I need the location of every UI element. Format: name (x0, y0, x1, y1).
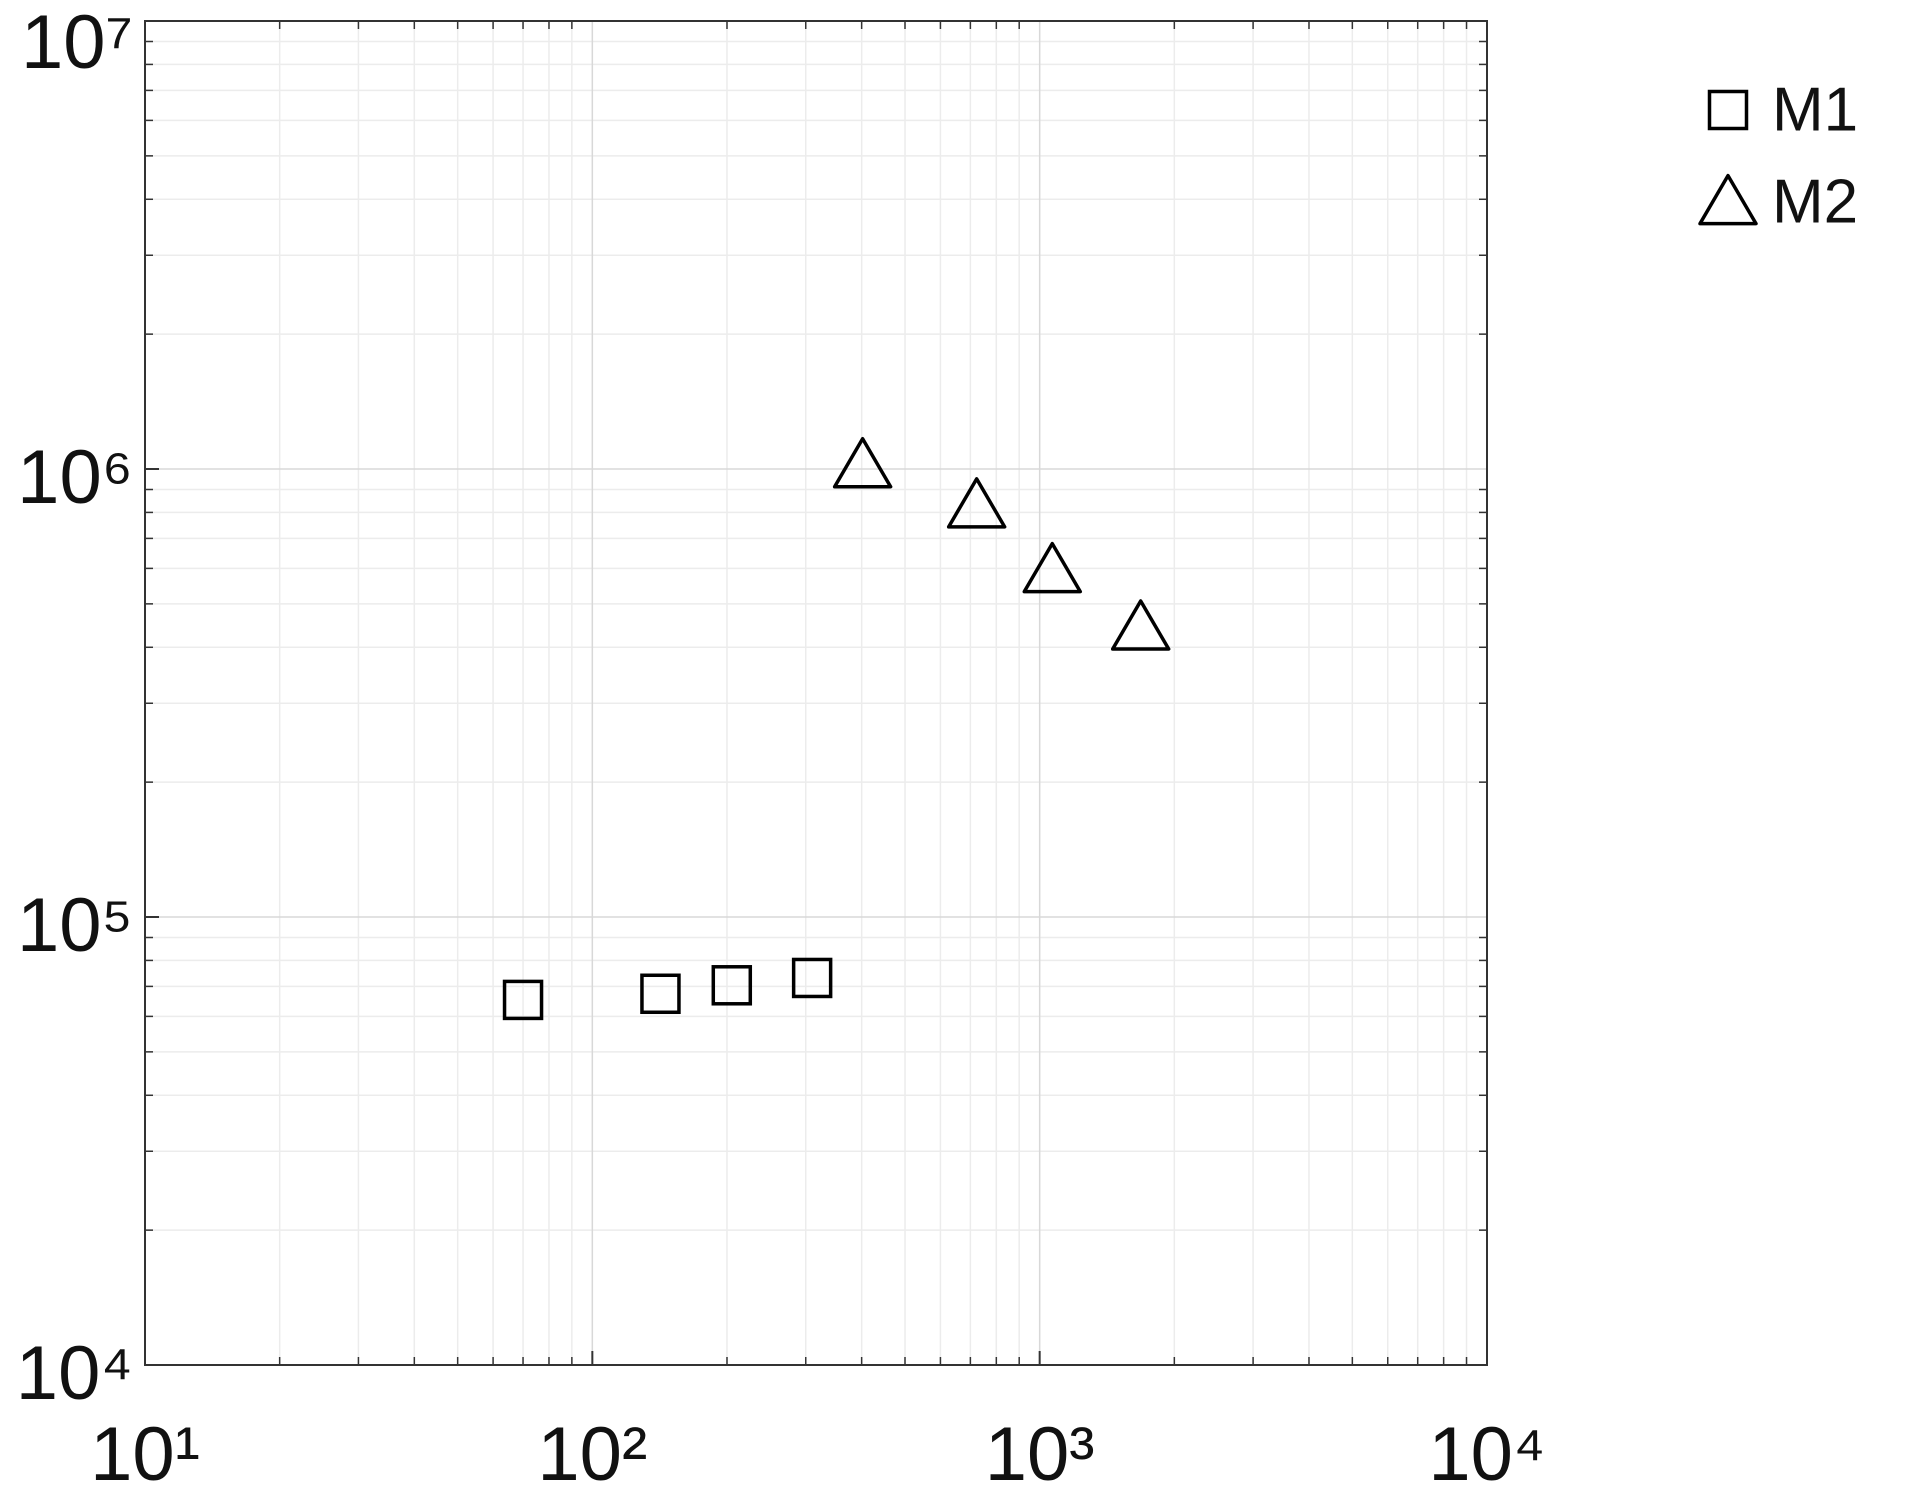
point (711, 965, 753, 1006)
x-tick-label: 10¹ (90, 1412, 200, 1497)
legend-marker (1707, 89, 1749, 131)
point (791, 957, 833, 999)
legend-label: M1 (1772, 75, 1858, 144)
x-tick-label: 10² (537, 1412, 647, 1497)
point (1110, 599, 1171, 651)
y-tick-label: 10⁴ (16, 1331, 133, 1416)
y-tick-label: 10⁷ (21, 0, 133, 85)
point (832, 436, 893, 489)
point (1022, 541, 1083, 594)
x-tick-label: 10³ (985, 1412, 1095, 1497)
point (640, 973, 681, 1015)
y-tick-label: 10⁵ (17, 883, 133, 968)
y-tick-label: 10⁶ (17, 435, 133, 520)
legend-marker (1698, 173, 1758, 226)
legend-label: M2 (1772, 167, 1858, 236)
plot-frame (144, 20, 1488, 1366)
x-tick-label: 10⁴ (1428, 1412, 1545, 1497)
point (946, 477, 1007, 529)
point (502, 979, 544, 1021)
